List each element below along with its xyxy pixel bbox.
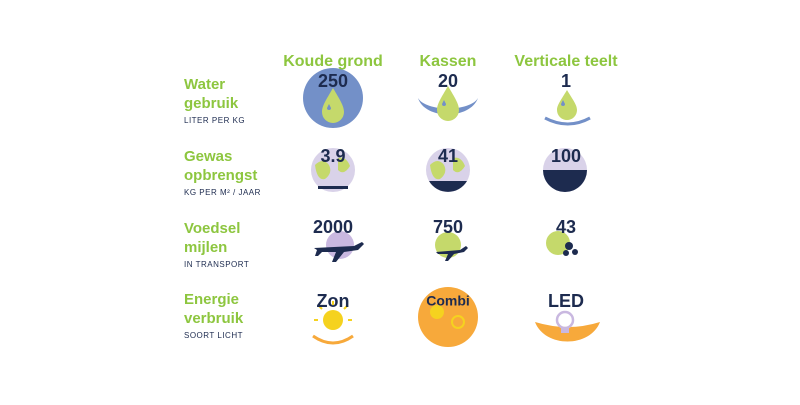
cell-value: LED	[548, 291, 584, 311]
transport-icons	[314, 231, 578, 262]
row-title: mijlen	[184, 239, 227, 256]
row-title: Water	[184, 76, 225, 93]
row-title: Gewas	[184, 148, 232, 165]
row-subtitle: SOORT LICHT	[184, 331, 243, 340]
row-subtitle: LITER PER KG	[184, 116, 245, 125]
row-title: opbrengst	[184, 167, 257, 184]
row-title: verbruik	[184, 310, 244, 327]
table: Koude grond Kassen Verticale teelt Water…	[184, 53, 618, 340]
cell-value: 250	[318, 71, 348, 91]
row-title: gebruik	[184, 95, 239, 112]
cell-value: 43	[556, 217, 576, 237]
column-header: Kassen	[420, 53, 477, 70]
cell-value: 100	[551, 146, 581, 166]
row-subtitle: IN TRANSPORT	[184, 260, 249, 269]
yield-icons	[311, 148, 587, 192]
cell-value: Zon	[317, 291, 350, 311]
cell-value: 3.9	[320, 146, 345, 166]
cell-value: Combi	[426, 293, 470, 309]
row-subtitle: KG PER M² / JAAR	[184, 188, 261, 197]
cell-value: 41	[438, 146, 458, 166]
cell-value: 1	[561, 71, 571, 91]
energy-icons	[312, 287, 600, 347]
row-title: Voedsel	[184, 220, 240, 237]
row-title: Energie	[184, 291, 239, 308]
cell-value: 2000	[313, 217, 353, 237]
water-icons	[303, 68, 591, 128]
cell-value: 20	[438, 71, 458, 91]
cell-value: 750	[433, 217, 463, 237]
column-header: Verticale teelt	[514, 53, 618, 70]
column-header: Koude grond	[283, 53, 383, 70]
